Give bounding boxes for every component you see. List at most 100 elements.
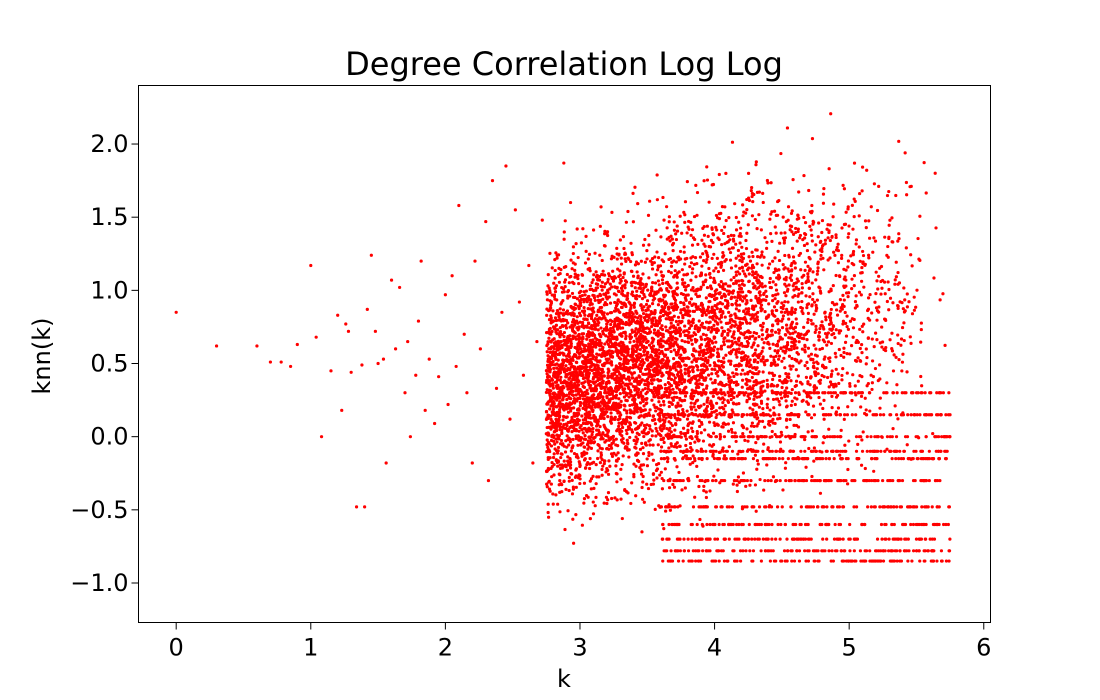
- data-point: [604, 495, 609, 499]
- data-point: [753, 348, 758, 352]
- data-point: [748, 335, 752, 339]
- data-point: [774, 283, 778, 287]
- data-point: [858, 259, 862, 263]
- data-point: [771, 299, 775, 303]
- data-point: [774, 537, 778, 541]
- data-point: [592, 273, 596, 277]
- data-point: [567, 488, 571, 493]
- data-point: [852, 215, 856, 219]
- data-point: [694, 340, 698, 344]
- data-point: [550, 266, 554, 270]
- data-point: [651, 472, 656, 476]
- data-point: [906, 457, 911, 461]
- data-point: [631, 191, 635, 196]
- data-point: [702, 233, 707, 237]
- data-point: [648, 408, 652, 412]
- data-point: [393, 347, 398, 351]
- data-point: [843, 449, 847, 453]
- data-point: [700, 382, 704, 387]
- data-point: [909, 253, 913, 257]
- data-point: [406, 339, 410, 344]
- data-point: [621, 454, 625, 458]
- data-point: [725, 240, 729, 244]
- data-point: [789, 211, 794, 216]
- data-point: [712, 323, 716, 328]
- data-point: [741, 269, 745, 273]
- data-point: [718, 411, 722, 415]
- data-point: [697, 378, 701, 382]
- data-point: [654, 426, 658, 431]
- data-point: [761, 370, 765, 374]
- data-point: [578, 462, 582, 466]
- data-point: [859, 463, 864, 467]
- data-point: [726, 422, 730, 426]
- data-point: [650, 381, 654, 386]
- data-point: [935, 391, 939, 395]
- data-point: [867, 253, 871, 257]
- data-point: [765, 240, 769, 244]
- data-point: [711, 381, 715, 385]
- data-point: [552, 452, 556, 456]
- data-point: [582, 427, 586, 431]
- data-point: [617, 424, 621, 428]
- data-point: [827, 549, 831, 553]
- data-point: [626, 491, 630, 495]
- data-point: [680, 359, 684, 363]
- data-point: [814, 327, 818, 332]
- data-point: [806, 272, 810, 276]
- data-point: [661, 313, 665, 318]
- data-point: [578, 396, 582, 400]
- data-point: [564, 415, 568, 420]
- data-point: [745, 298, 749, 303]
- data-point: [556, 445, 561, 450]
- data-point: [553, 447, 557, 451]
- data-point: [565, 434, 569, 438]
- data-point: [558, 271, 562, 276]
- data-point: [667, 404, 671, 409]
- data-point: [717, 283, 721, 287]
- data-point: [662, 218, 666, 222]
- data-point: [853, 384, 857, 388]
- data-point: [591, 500, 595, 504]
- data-point: [535, 339, 539, 344]
- data-point: [867, 219, 871, 223]
- data-point: [336, 313, 340, 317]
- data-point: [569, 258, 573, 262]
- data-point: [910, 559, 914, 563]
- data-point: [708, 363, 712, 367]
- data-point: [677, 383, 681, 387]
- data-point: [659, 457, 664, 461]
- data-point: [508, 417, 512, 421]
- data-point: [714, 435, 719, 439]
- data-point: [905, 443, 909, 447]
- data-point: [747, 522, 751, 527]
- data-point: [842, 350, 846, 355]
- data-point: [863, 219, 868, 223]
- data-point: [846, 467, 850, 472]
- data-point: [786, 300, 790, 304]
- data-point: [870, 359, 875, 363]
- data-point: [803, 348, 807, 352]
- data-point: [780, 505, 784, 509]
- data-point: [637, 433, 641, 437]
- data-point: [919, 478, 923, 483]
- data-point: [778, 537, 782, 541]
- data-point: [733, 413, 737, 417]
- data-point: [804, 375, 808, 379]
- data-point: [895, 559, 899, 563]
- data-point: [565, 397, 569, 402]
- data-point: [781, 306, 785, 311]
- data-point: [679, 404, 683, 408]
- data-point: [712, 474, 716, 478]
- data-point: [821, 537, 825, 541]
- data-point: [859, 293, 863, 297]
- data-point: [821, 192, 826, 196]
- data-point: [618, 427, 622, 432]
- data-point: [768, 285, 772, 290]
- data-point: [867, 391, 872, 395]
- data-point: [630, 290, 635, 294]
- data-point: [729, 457, 734, 461]
- data-point: [721, 400, 725, 405]
- data-point: [590, 432, 594, 437]
- data-point: [640, 530, 644, 534]
